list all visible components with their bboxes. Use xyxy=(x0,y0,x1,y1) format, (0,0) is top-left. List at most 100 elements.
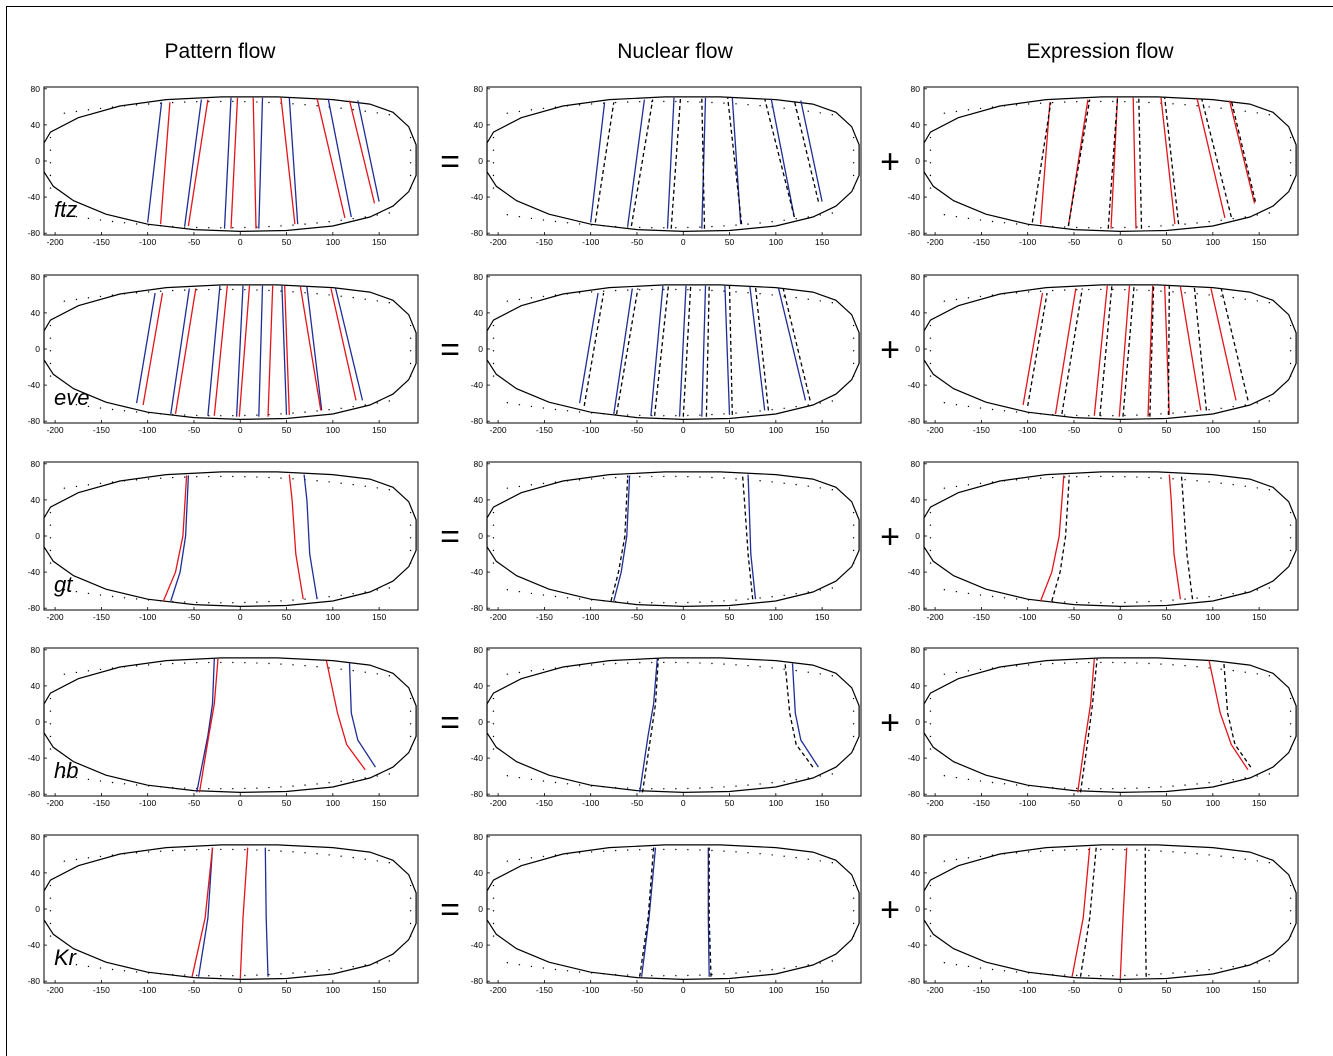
boundary-dot xyxy=(171,662,174,665)
boundary-dot xyxy=(1124,475,1126,478)
boundary-dot xyxy=(232,788,234,790)
series-line-blue xyxy=(327,98,352,218)
boundary-dot xyxy=(530,405,533,408)
boundary-dot xyxy=(735,478,737,480)
boundary-dot xyxy=(627,662,629,664)
series-line-blue xyxy=(707,847,710,977)
boundary-dot xyxy=(819,860,821,862)
boundary-dot xyxy=(1208,294,1210,296)
boundary-dot xyxy=(614,476,617,479)
boundary-dot xyxy=(967,670,970,672)
boundary-dot xyxy=(208,226,210,229)
boundary-dot xyxy=(530,297,533,299)
boundary-dot xyxy=(232,848,234,851)
boundary-dot xyxy=(1100,848,1102,851)
boundary-dot xyxy=(196,974,198,977)
series-line-dashed xyxy=(1230,100,1257,202)
panel-ftz-nuclear: -200 -150 -100 -50 0 50 100 150 80 40 0 -40 -80 xyxy=(471,84,862,247)
boundary-dot xyxy=(852,549,855,552)
boundary-dot xyxy=(747,971,749,973)
boundary-dot xyxy=(1039,663,1042,665)
series-line-dashed xyxy=(705,285,710,417)
boundary-dot xyxy=(49,537,52,539)
boundary-dot xyxy=(1039,290,1042,292)
x-tick-label: -50 xyxy=(188,612,201,622)
boundary-dot xyxy=(1172,478,1174,480)
boundary-dot xyxy=(675,288,677,291)
x-tick-label: 100 xyxy=(326,612,340,622)
boundary-dot xyxy=(316,853,318,855)
boundary-dot xyxy=(280,663,282,665)
boundary-dot xyxy=(651,288,653,291)
boundary-dot xyxy=(256,101,258,103)
boundary-dot xyxy=(723,786,725,788)
boundary-dot xyxy=(304,971,306,973)
boundary-dot xyxy=(328,854,330,856)
x-tick-label: -200 xyxy=(490,425,507,435)
boundary-dot xyxy=(518,110,521,113)
boundary-dot xyxy=(1160,413,1162,415)
boundary-dot xyxy=(49,562,52,564)
boundary-dot xyxy=(852,897,855,899)
boundary-dot xyxy=(376,214,378,216)
boundary-dot xyxy=(1289,735,1292,738)
boundary-dot xyxy=(929,549,932,552)
boundary-dot xyxy=(723,663,725,665)
boundary-dot xyxy=(1100,661,1102,664)
y-tick-label: 0 xyxy=(35,717,40,727)
boundary-dot xyxy=(554,968,557,971)
boundary-dot xyxy=(819,214,821,216)
boundary-dot xyxy=(99,594,102,596)
equals-sign: = xyxy=(440,518,460,556)
boundary-dot xyxy=(75,403,78,406)
boundary-dot xyxy=(376,860,378,862)
boundary-dot xyxy=(1208,409,1210,411)
boundary-dot xyxy=(492,710,495,712)
series-line-blue xyxy=(777,288,807,401)
boundary-dot xyxy=(388,302,391,304)
y-tick-label: -80 xyxy=(28,789,41,799)
boundary-dot xyxy=(1148,476,1150,479)
boundary-dot xyxy=(1220,107,1222,109)
boundary-dot xyxy=(602,225,605,227)
boundary-dot xyxy=(340,295,342,297)
boundary-dot xyxy=(492,174,495,177)
boundary-dot xyxy=(614,662,617,665)
y-tick-label: 0 xyxy=(35,344,40,354)
boundary-dot xyxy=(639,226,641,229)
boundary-dot xyxy=(1208,969,1210,971)
column-title-pattern-flow: Pattern flow xyxy=(164,40,276,63)
panel-ftz-expression: -200 -150 -100 -50 0 50 100 150 80 40 0 -40 -80 xyxy=(908,84,1299,247)
boundary-dot xyxy=(1027,599,1030,601)
x-tick-label: 0 xyxy=(681,985,686,995)
boundary-dot xyxy=(663,288,665,291)
boundary-dot xyxy=(1220,482,1222,484)
boundary-dot xyxy=(292,224,294,226)
boundary-dot xyxy=(49,723,52,725)
series-line-dashed xyxy=(1031,102,1052,223)
boundary-dot xyxy=(135,411,138,413)
boundary-dot xyxy=(1003,970,1006,972)
series-line-red xyxy=(1196,98,1226,219)
boundary-dot xyxy=(352,296,354,299)
boundary-dot xyxy=(852,350,855,352)
boundary-dot xyxy=(979,668,982,671)
boundary-dot xyxy=(1100,602,1102,604)
boundary-dot xyxy=(1039,102,1042,104)
boundary-dot xyxy=(554,595,557,598)
series-line-red xyxy=(1147,285,1154,417)
series-line-red xyxy=(267,285,274,417)
y-tick-label: 40 xyxy=(911,868,921,878)
boundary-dot xyxy=(711,786,713,789)
boundary-dot xyxy=(1289,935,1292,937)
series-line-red xyxy=(348,100,376,204)
y-tick-label: 40 xyxy=(474,681,484,691)
boundary-dot xyxy=(1289,910,1292,912)
boundary-dot xyxy=(967,297,970,299)
boundary-dot xyxy=(492,187,495,189)
boundary-dot xyxy=(639,414,641,417)
boundary-dot xyxy=(1124,414,1126,417)
y-tick-label: 80 xyxy=(31,459,41,469)
series-line-red xyxy=(1132,97,1137,229)
boundary-dot xyxy=(352,405,354,408)
